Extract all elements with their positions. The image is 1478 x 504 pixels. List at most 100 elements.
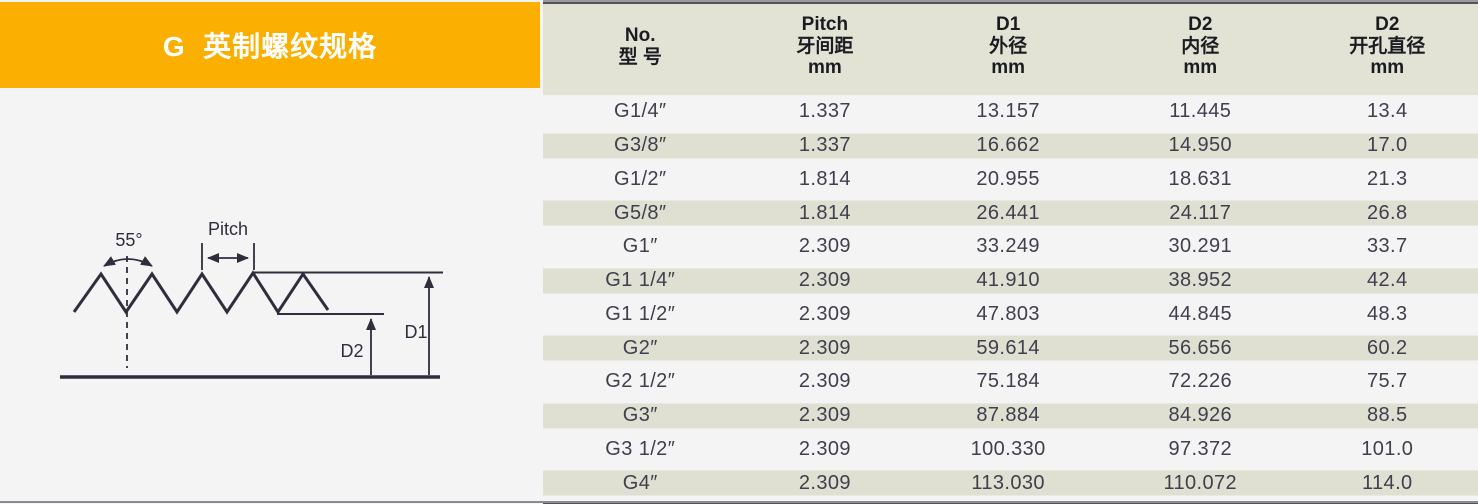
column-header-code: D2 (1188, 14, 1213, 36)
column-header-unit: mm (1183, 57, 1218, 79)
column-header-name: 开孔直径 (1349, 35, 1426, 57)
cell-d2-hole-dia: 88.5 (1367, 404, 1408, 427)
cell-d2-hole-dia: 101.0 (1361, 437, 1414, 460)
cell-pitch: 2.309 (798, 269, 851, 292)
cell-model: G1 1/2″ (605, 302, 676, 325)
cell-pitch: 1.814 (798, 167, 851, 190)
angle-arc (103, 256, 153, 267)
cell-d2-inner-dia: 44.845 (1168, 302, 1233, 325)
cell-d2-inner-dia: 38.952 (1168, 269, 1233, 292)
cell-pitch: 2.309 (798, 235, 851, 258)
cell-pitch: 2.309 (798, 471, 851, 494)
cell-d1-outer-dia: 16.662 (976, 134, 1040, 157)
cell-d1-outer-dia: 47.803 (976, 302, 1040, 325)
column-header-unit: mm (991, 57, 1026, 79)
cell-model: G3/8″ (614, 134, 667, 157)
cell-d2-hole-dia: 42.4 (1367, 269, 1408, 292)
table-header-row: No. 型 号 Pitch 牙间距 mm D1 外径 mm D2 内径 mm D… (543, 4, 1478, 95)
cell-model: G1″ (622, 235, 658, 258)
cell-d2-inner-dia: 97.372 (1168, 437, 1233, 460)
column-header-code: Pitch (801, 14, 849, 36)
cell-d2-hole-dia: 114.0 (1361, 471, 1413, 494)
cell-pitch: 1.337 (798, 100, 851, 123)
angle-label: 55° (115, 230, 142, 250)
cell-pitch: 2.309 (798, 437, 851, 460)
cell-pitch: 2.309 (798, 336, 851, 359)
cell-d1-outer-dia: 41.910 (976, 269, 1040, 292)
cell-d2-hole-dia: 75.7 (1367, 370, 1408, 393)
cell-d2-hole-dia: 13.4 (1367, 100, 1408, 123)
column-header-name: 牙间距 (796, 35, 854, 57)
d2-label: D2 (340, 341, 363, 361)
column-header-name: 外径 (989, 35, 1028, 57)
cell-d2-inner-dia: 110.072 (1163, 471, 1238, 494)
cell-model: G4″ (622, 471, 658, 494)
section-title: G 英制螺纹规格 (162, 31, 378, 62)
cell-model: G3 1/2″ (605, 437, 676, 460)
cell-d1-outer-dia: 13.157 (976, 100, 1040, 123)
pitch-label: Pitch (208, 219, 248, 239)
cell-d2-hole-dia: 17.0 (1367, 134, 1408, 157)
cell-d1-outer-dia: 75.184 (976, 370, 1040, 393)
cell-d2-inner-dia: 30.291 (1168, 235, 1233, 258)
cell-d2-inner-dia: 18.631 (1168, 167, 1233, 190)
table-row: G1 1/2″ 2.309 47.803 44.845 48.3 (543, 298, 1478, 332)
column-header-unit: mm (807, 57, 842, 79)
column-header: D2 内径 mm (1104, 4, 1297, 95)
table-row: G1/2″ 1.814 20.955 18.631 21.3 (543, 163, 1478, 197)
cell-model: G1/2″ (614, 167, 667, 190)
cell-d2-hole-dia: 26.8 (1367, 201, 1408, 224)
cell-d1-outer-dia: 33.249 (976, 235, 1040, 258)
table-row: G1″ 2.309 33.249 30.291 33.7 (543, 230, 1478, 264)
cell-model: G2″ (622, 336, 658, 359)
cell-d2-hole-dia: 21.3 (1367, 167, 1408, 190)
cell-model: G3″ (622, 404, 658, 427)
table-row: G3 1/2″ 2.309 100.330 97.372 101.0 (543, 433, 1478, 467)
thread-profile-drawing: 55° Pitch D1 D2 (60, 219, 443, 379)
d1-label: D1 (404, 322, 427, 342)
cell-d1-outer-dia: 26.441 (976, 201, 1040, 224)
cell-d1-outer-dia: 87.884 (976, 404, 1040, 427)
cell-d1-outer-dia: 113.030 (971, 471, 1045, 494)
column-header-unit: mm (1370, 57, 1405, 79)
cell-pitch: 1.814 (798, 201, 851, 224)
section-banner: G 英制螺纹规格 (0, 2, 540, 88)
table-row: G2 1/2″ 2.309 75.184 72.226 75.7 (543, 365, 1478, 399)
table-row: G3/8″ 1.337 16.662 14.950 17.0 (543, 128, 1478, 163)
table-row: G5/8″ 1.814 26.441 24.117 26.8 (543, 196, 1478, 230)
cell-d2-hole-dia: 48.3 (1367, 302, 1408, 325)
cell-d2-inner-dia: 11.445 (1169, 100, 1232, 123)
cell-model: G1 1/4″ (605, 269, 676, 292)
table-top-rule (543, 0, 1478, 4)
column-header-code: D1 (996, 14, 1021, 36)
cell-d2-hole-dia: 60.2 (1367, 336, 1408, 359)
spec-table: No. 型 号 Pitch 牙间距 mm D1 外径 mm D2 内径 mm D… (543, 0, 1478, 504)
table-row: G1/4″ 1.337 13.157 11.445 13.4 (543, 95, 1478, 129)
cell-pitch: 2.309 (798, 404, 851, 427)
table-row: G1 1/4″ 2.309 41.910 38.952 42.4 (543, 263, 1478, 298)
column-header: D2 开孔直径 mm (1297, 4, 1478, 95)
column-header: Pitch 牙间距 mm (737, 4, 912, 95)
table-body: G1/4″ 1.337 13.157 11.445 13.4 G3/8″ 1.3… (543, 95, 1478, 500)
cell-model: G5/8″ (614, 201, 667, 224)
cell-pitch: 2.309 (798, 370, 851, 393)
page-bottom-rule (0, 500, 1478, 503)
column-header-code: No. (624, 25, 656, 46)
cell-d2-inner-dia: 84.926 (1168, 404, 1233, 427)
column-header: No. 型 号 (543, 4, 737, 95)
cell-d1-outer-dia: 20.955 (976, 167, 1040, 190)
cell-pitch: 1.337 (798, 134, 851, 157)
cell-d1-outer-dia: 59.614 (976, 336, 1040, 359)
column-header-code: D2 (1375, 14, 1400, 36)
cell-d2-hole-dia: 33.7 (1367, 235, 1408, 258)
thread-zigzag (72, 270, 330, 315)
thread-profile-diagram: 55° Pitch D1 D2 (0, 88, 543, 504)
cell-d2-inner-dia: 24.117 (1169, 201, 1232, 224)
table-row: G3″ 2.309 87.884 84.926 88.5 (543, 398, 1478, 433)
table-row: G2″ 2.309 59.614 56.656 60.2 (543, 331, 1478, 365)
column-header-name: 内径 (1181, 35, 1220, 57)
cell-pitch: 2.309 (798, 302, 851, 325)
cell-model: G2 1/2″ (605, 370, 676, 393)
table-row: G4″ 2.309 113.030 110.072 114.0 (543, 466, 1478, 500)
